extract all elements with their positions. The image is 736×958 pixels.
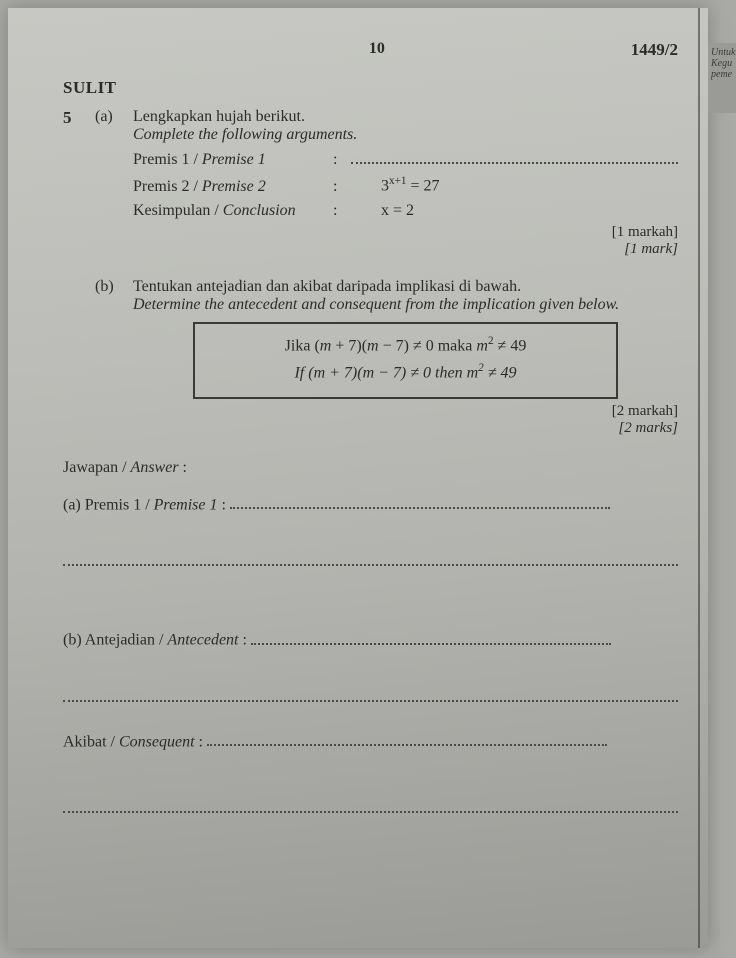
part-letter: (a) [95, 108, 133, 258]
instruction-ms: Tentukan antejadian dan akibat daripada … [133, 278, 678, 296]
exam-page: Untuk Kegu peme 10 1449/2 SULIT 5 (a) Le… [8, 8, 708, 948]
implication-box: Jika (m + 7)(m − 7) ≠ 0 maka m2 ≠ 49 If … [193, 322, 618, 399]
colon: : [333, 151, 351, 169]
answer-section: Jawapan / Answer : (a) Premis 1 / Premis… [63, 459, 678, 813]
box-line-en: If (m + 7)(m − 7) ≠ 0 then m2 ≠ 49 [213, 359, 598, 387]
premise-label: Premis 2 / Premise 2 [133, 178, 333, 196]
instruction-ms: Lengkapkan hujah berikut. [133, 108, 678, 126]
page-header: 10 1449/2 [63, 40, 678, 60]
part-b-body: Tentukan antejadian dan akibat daripada … [133, 278, 678, 437]
conclusion-label: Kesimpulan / Conclusion [133, 202, 333, 220]
answer-blank [207, 732, 607, 746]
answer-heading: Jawapan / Answer : [63, 459, 678, 477]
answer-blank-line [63, 795, 678, 813]
part-letter: (b) [95, 278, 133, 437]
colon: : [333, 202, 351, 220]
premise-label: Premis 1 / Premise 1 [133, 151, 333, 169]
marks-a: [1 markah] [1 mark] [133, 224, 678, 258]
confidential-label: SULIT [63, 78, 678, 98]
answer-blank-line [63, 684, 678, 702]
part-a-body: Lengkapkan hujah berikut. Complete the f… [133, 108, 678, 258]
question-number: 5 [63, 108, 95, 258]
examiner-tab: Untuk Kegu peme [708, 43, 736, 113]
box-line-ms: Jika (m + 7)(m − 7) ≠ 0 maka m2 ≠ 49 [213, 332, 598, 360]
side-note-line: Kegu [711, 58, 736, 69]
marks-b: [2 markah] [2 marks] [133, 403, 678, 437]
answer-b-consequent-label: Akibat / Consequent : [63, 732, 678, 751]
answer-blank [251, 630, 611, 644]
instruction-en: Complete the following arguments. [133, 126, 678, 144]
side-note-line: Untuk [711, 47, 736, 58]
side-note-line: peme [711, 69, 736, 80]
blank-line [351, 150, 678, 164]
answer-b-antecedent-label: (b) Antejadian / Antecedent : [63, 630, 678, 649]
conclusion-row: Kesimpulan / Conclusion : x = 2 [133, 202, 678, 220]
premise-row: Premis 1 / Premise 1 : [133, 150, 678, 169]
answer-blank [230, 495, 610, 509]
question-row: (b) Tentukan antejadian dan akibat darip… [63, 278, 678, 437]
conclusion-value: x = 2 [351, 202, 678, 220]
margin-rule [698, 8, 700, 948]
answer-blank-line [63, 548, 678, 566]
paper-code: 1449/2 [631, 40, 678, 60]
instruction-en: Determine the antecedent and consequent … [133, 296, 678, 314]
page-number: 10 [123, 40, 631, 58]
question-row: 5 (a) Lengkapkan hujah berikut. Complete… [63, 108, 678, 258]
colon: : [333, 178, 351, 196]
answer-a-label: (a) Premis 1 / Premise 1 : [63, 495, 678, 514]
premise-row: Premis 2 / Premise 2 : 3x+1 = 27 [133, 175, 678, 195]
premise-value: 3x+1 = 27 [351, 175, 678, 195]
